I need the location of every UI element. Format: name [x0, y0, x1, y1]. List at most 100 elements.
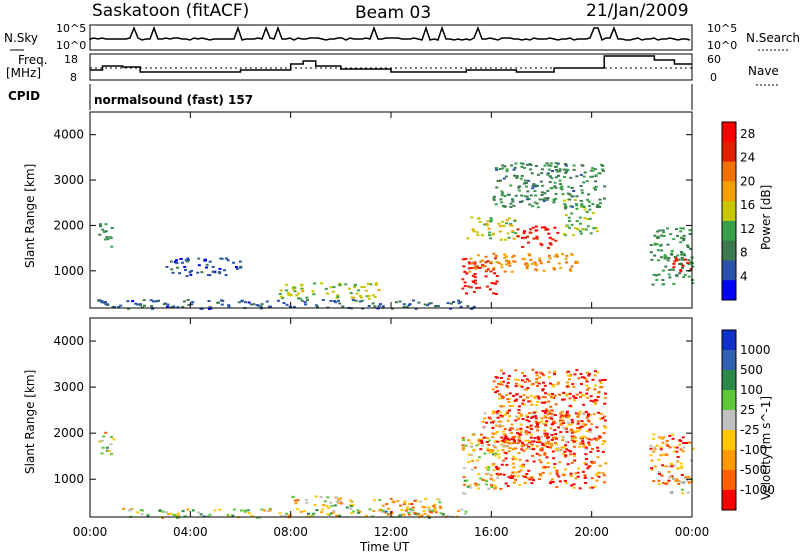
power-cell [575, 195, 579, 198]
velocity-cell [537, 437, 541, 440]
velocity-cell [665, 481, 669, 484]
power-cell [170, 268, 174, 271]
velocity-cell [512, 394, 516, 397]
power-cell [661, 229, 665, 232]
velocity-cell [345, 506, 349, 509]
power-cell [326, 292, 329, 295]
velocity-cell [578, 410, 582, 413]
velocity-cell [680, 488, 684, 491]
velocity-cell [678, 443, 681, 446]
velocity-cell [504, 445, 508, 448]
velocity-cell [384, 510, 388, 513]
power-cell [536, 173, 540, 176]
velocity-cell [409, 508, 413, 511]
power-cell [358, 295, 362, 297]
velocity-cell [544, 422, 548, 425]
power-cell [489, 220, 493, 223]
velocity-cell [490, 485, 494, 488]
power-cell [156, 300, 160, 303]
velocity-cell [410, 503, 414, 505]
power-cell [579, 222, 582, 225]
velocity-cell [506, 419, 510, 422]
power-cell [500, 263, 504, 266]
power-cell [200, 271, 204, 274]
power-cell [314, 304, 318, 307]
velocity-cell [480, 444, 484, 447]
velocity-cell [231, 514, 235, 517]
velocity-cell [175, 515, 179, 517]
velocity-cell [485, 473, 489, 476]
power-cell [136, 303, 140, 306]
velocity-cell [687, 475, 691, 478]
power-cell [675, 274, 679, 277]
velocity-cell [530, 433, 533, 436]
power-cell [563, 234, 567, 237]
velocity-cell [535, 452, 539, 455]
velocity-cell [128, 509, 132, 512]
velocity-cell [514, 457, 518, 460]
velocity-cell [493, 446, 497, 448]
velocity-cell [584, 482, 588, 484]
velocity-cell [565, 448, 569, 451]
velocity-cell [326, 496, 330, 499]
velocity-cell [595, 472, 599, 475]
velocity-cell [498, 473, 502, 476]
velocity-cell [579, 442, 583, 445]
velocity-cell [582, 445, 586, 448]
velocity-cell [244, 510, 247, 513]
velocity-cell [534, 417, 538, 420]
power-cell [190, 269, 193, 272]
velocity-cell [493, 484, 497, 487]
velocity-cell [567, 370, 570, 373]
power-cell [533, 261, 537, 264]
velocity-cell [511, 458, 515, 461]
power-cell [514, 232, 518, 235]
velocity-cell [500, 463, 504, 466]
velocity-cell [483, 412, 487, 415]
velocity-cell [491, 444, 495, 447]
power-cell [656, 249, 660, 252]
velocity-cell [559, 423, 563, 426]
velocity-cell [586, 388, 589, 391]
velocity-cell [495, 472, 499, 475]
power-cell [666, 259, 670, 262]
velocity-cell [601, 443, 605, 446]
velocity-cell [536, 385, 539, 387]
power-cell [234, 266, 238, 268]
velocity-cell [581, 440, 585, 443]
power-cell [563, 199, 566, 202]
velocity-cell [546, 462, 550, 464]
power-cell [494, 167, 498, 169]
velocity-cell [570, 461, 574, 464]
velocity-cell [565, 482, 569, 485]
power-cell [569, 176, 573, 179]
velocity-cell [508, 397, 512, 400]
velocity-cell [553, 394, 557, 397]
velocity-cell [423, 512, 427, 515]
power-cell [525, 163, 529, 166]
power-cell [472, 266, 476, 269]
velocity-colorbar-segment [722, 450, 736, 471]
power-cell [208, 308, 211, 310]
velocity-cell [537, 421, 541, 424]
power-cell [528, 203, 532, 206]
velocity-cell [565, 410, 569, 413]
velocity-cell [247, 512, 251, 515]
power-cell [570, 195, 574, 198]
power-cell [197, 264, 201, 267]
power-cell [481, 259, 484, 262]
power-cell [566, 198, 570, 201]
velocity-cell [579, 396, 582, 399]
velocity-cell [581, 422, 585, 425]
power-cell [353, 286, 356, 289]
power-cell [165, 265, 169, 268]
velocity-cell [539, 461, 543, 464]
power-cell [394, 301, 398, 304]
power-cell [185, 275, 189, 278]
velocity-cell [309, 515, 313, 518]
power-cell [512, 260, 516, 263]
power-cell [495, 168, 498, 171]
velocity-cell [501, 425, 505, 428]
velocity-cell [585, 392, 589, 395]
power-cell [670, 249, 674, 252]
